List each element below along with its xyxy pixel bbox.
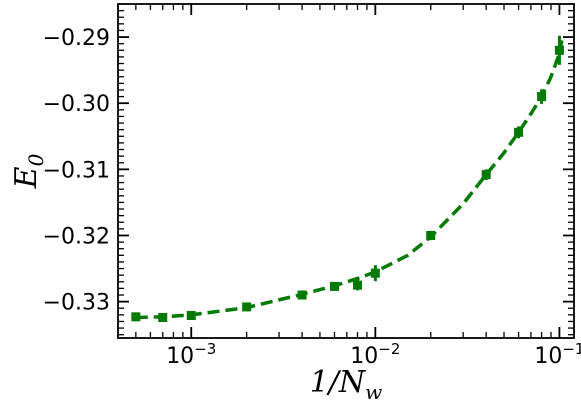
data-point	[158, 312, 168, 322]
y-axis-title: E0	[9, 153, 48, 189]
x-axis-title: 1/Nw	[310, 365, 383, 404]
data-point	[330, 281, 340, 291]
data-point	[537, 92, 547, 102]
data-point	[514, 127, 524, 137]
data-point	[297, 290, 307, 300]
y-tick-label: −0.31	[43, 158, 110, 183]
y-tick-labels: −0.33 −0.32 −0.31 −0.30 −0.29	[43, 26, 110, 316]
data-point	[554, 45, 564, 55]
major-ticks	[118, 4, 574, 338]
y-tick-label: −0.30	[43, 92, 110, 117]
plot-background	[118, 4, 574, 338]
data-point	[131, 312, 141, 322]
minor-ticks	[117, 3, 574, 338]
data-point	[426, 230, 436, 240]
y-tick-label: −0.29	[43, 26, 110, 51]
x-tick-labels: 10−3 10−2 10−1	[166, 340, 581, 369]
data-point	[242, 302, 252, 312]
plot-frame	[117, 3, 575, 339]
x-tick-label: 10−2	[350, 340, 400, 369]
data-point	[352, 280, 362, 290]
series-layer	[131, 35, 564, 322]
y-tick-label: −0.32	[43, 224, 110, 249]
data-point	[186, 311, 196, 321]
x-tick-label: 10−3	[166, 340, 216, 369]
y-tick-label: −0.33	[43, 291, 110, 316]
data-point	[370, 268, 380, 278]
data-point	[481, 170, 491, 180]
x-tick-label: 10−1	[534, 340, 581, 369]
